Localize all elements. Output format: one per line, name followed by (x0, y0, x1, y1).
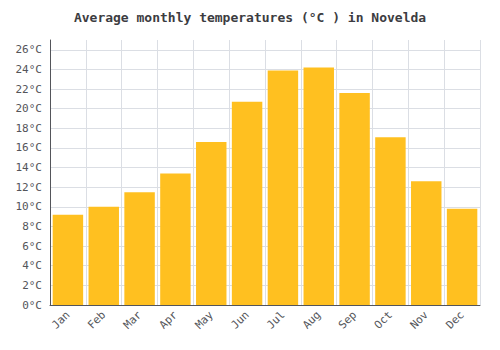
svg-text:14°C: 14°C (16, 161, 43, 174)
svg-text:Dec: Dec (443, 308, 466, 331)
svg-text:Feb: Feb (85, 308, 108, 331)
svg-text:Oct: Oct (372, 308, 395, 331)
svg-text:Jan: Jan (49, 308, 72, 331)
svg-text:0°C: 0°C (22, 299, 42, 312)
svg-text:24°C: 24°C (16, 63, 43, 76)
svg-text:20°C: 20°C (16, 102, 43, 115)
svg-text:2°C: 2°C (22, 279, 42, 292)
svg-text:Aug: Aug (300, 308, 323, 331)
svg-text:6°C: 6°C (22, 240, 42, 253)
svg-text:26°C: 26°C (16, 43, 43, 56)
svg-text:Average monthly temperatures (: Average monthly temperatures (°C ) in No… (74, 10, 426, 25)
svg-text:Mar: Mar (121, 308, 144, 331)
svg-text:4°C: 4°C (22, 259, 42, 272)
svg-text:16°C: 16°C (16, 141, 43, 154)
svg-text:12°C: 12°C (16, 181, 43, 194)
svg-text:Sep: Sep (336, 308, 359, 331)
svg-text:Apr: Apr (157, 308, 180, 331)
svg-text:8°C: 8°C (22, 220, 42, 233)
svg-text:Jun: Jun (228, 308, 251, 331)
svg-text:22°C: 22°C (16, 83, 43, 96)
svg-text:Jul: Jul (264, 308, 287, 331)
svg-text:18°C: 18°C (16, 122, 43, 135)
svg-text:Nov: Nov (408, 308, 431, 331)
svg-text:10°C: 10°C (16, 200, 43, 213)
svg-text:May: May (193, 308, 216, 331)
